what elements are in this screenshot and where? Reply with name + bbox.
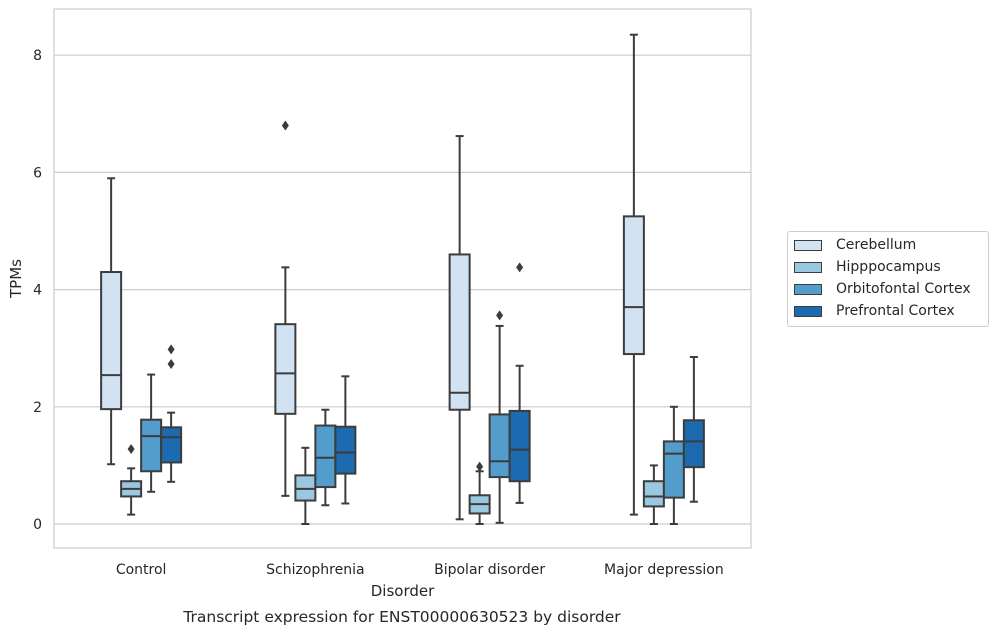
outlier-point	[281, 120, 289, 131]
iqr-box	[100, 271, 123, 411]
outlier-point	[516, 262, 524, 273]
legend-item-orbitofrontal-cortex: Orbitofontal Cortex	[794, 279, 971, 299]
iqr-box	[448, 253, 471, 411]
iqr-box	[140, 418, 163, 473]
box-cerebellum-major-depression	[622, 33, 645, 516]
y-axis-label: TPMs	[7, 259, 25, 299]
iqr-box	[682, 419, 705, 469]
box-cerebellum-control	[100, 177, 123, 466]
outlier-point	[476, 461, 484, 472]
legend-item-cerebellum: Cerebellum	[794, 235, 916, 255]
box-hipppocampus-schizophrenia	[294, 446, 317, 525]
iqr-box	[662, 440, 685, 499]
legend-label-prefrontal-cortex: Prefrontal Cortex	[836, 303, 955, 319]
box-prefrontal-cortex-bipolar-disorder	[508, 262, 531, 504]
y-tick-label-6: 6	[33, 165, 42, 181]
box-prefrontal-cortex-schizophrenia	[334, 375, 357, 505]
chart-title: Transcript expression for ENST0000063052…	[182, 608, 621, 626]
legend-item-hippocampus: Hipppocampus	[794, 257, 941, 277]
x-tick-label-schizophrenia: Schizophrenia	[266, 562, 364, 578]
iqr-box	[334, 425, 357, 475]
legend-label-cerebellum: Cerebellum	[836, 237, 917, 253]
y-tick-label-0: 0	[33, 517, 42, 533]
box-hipppocampus-major-depression	[642, 464, 665, 525]
x-tick-label-control: Control	[116, 562, 167, 578]
legend-swatch-hippocampus	[794, 261, 822, 273]
legend-item-prefrontal-cortex: Prefrontal Cortex	[794, 301, 955, 321]
iqr-box	[622, 215, 645, 356]
y-tick-label-8: 8	[33, 48, 42, 64]
axis-ticks: 0 2 4 6 8 Control Schizophrenia Bipolar disorde…	[33, 48, 724, 578]
outlier-point	[496, 310, 504, 321]
legend: Cerebellum Hipppocampus Orbitofontal Cor…	[787, 231, 989, 327]
box-cerebellum-bipolar-disorder	[448, 135, 471, 521]
iqr-box	[274, 323, 297, 415]
x-tick-label-bipolar-disorder: Bipolar disorder	[434, 562, 545, 578]
box-orbitofontal-cortex-schizophrenia	[314, 408, 337, 507]
legend-label-orbitofrontal-cortex: Orbitofontal Cortex	[836, 281, 971, 297]
legend-swatch-cerebellum	[794, 239, 822, 251]
box-orbitofontal-cortex-bipolar-disorder	[488, 310, 511, 524]
box-prefrontal-cortex-major-depression	[682, 355, 705, 503]
legend-swatch-orbitofrontal-cortex	[794, 283, 822, 295]
outlier-point	[167, 344, 175, 355]
iqr-box	[314, 424, 337, 489]
outlier-point	[167, 359, 175, 370]
legend-label-hippocampus: Hipppocampus	[836, 259, 941, 275]
box-hipppocampus-control	[120, 443, 143, 516]
boxes	[100, 33, 705, 525]
iqr-box	[508, 409, 531, 483]
box-orbitofontal-cortex-major-depression	[662, 405, 685, 525]
y-tick-label-2: 2	[33, 400, 42, 416]
x-axis-label: Disorder	[371, 582, 435, 600]
box-cerebellum-schizophrenia	[274, 120, 297, 497]
plot-area-frame	[53, 8, 752, 549]
box-hipppocampus-bipolar-disorder	[468, 461, 491, 525]
iqr-box	[642, 480, 665, 508]
legend-swatch-prefrontal-cortex	[794, 305, 822, 317]
outlier-point	[127, 443, 135, 454]
iqr-box	[488, 413, 511, 479]
box-prefrontal-cortex-control	[160, 344, 183, 483]
box-orbitofontal-cortex-control	[140, 373, 163, 493]
x-tick-label-major-depression: Major depression	[604, 562, 724, 578]
y-tick-label-4: 4	[33, 283, 42, 299]
iqr-box	[160, 426, 183, 464]
